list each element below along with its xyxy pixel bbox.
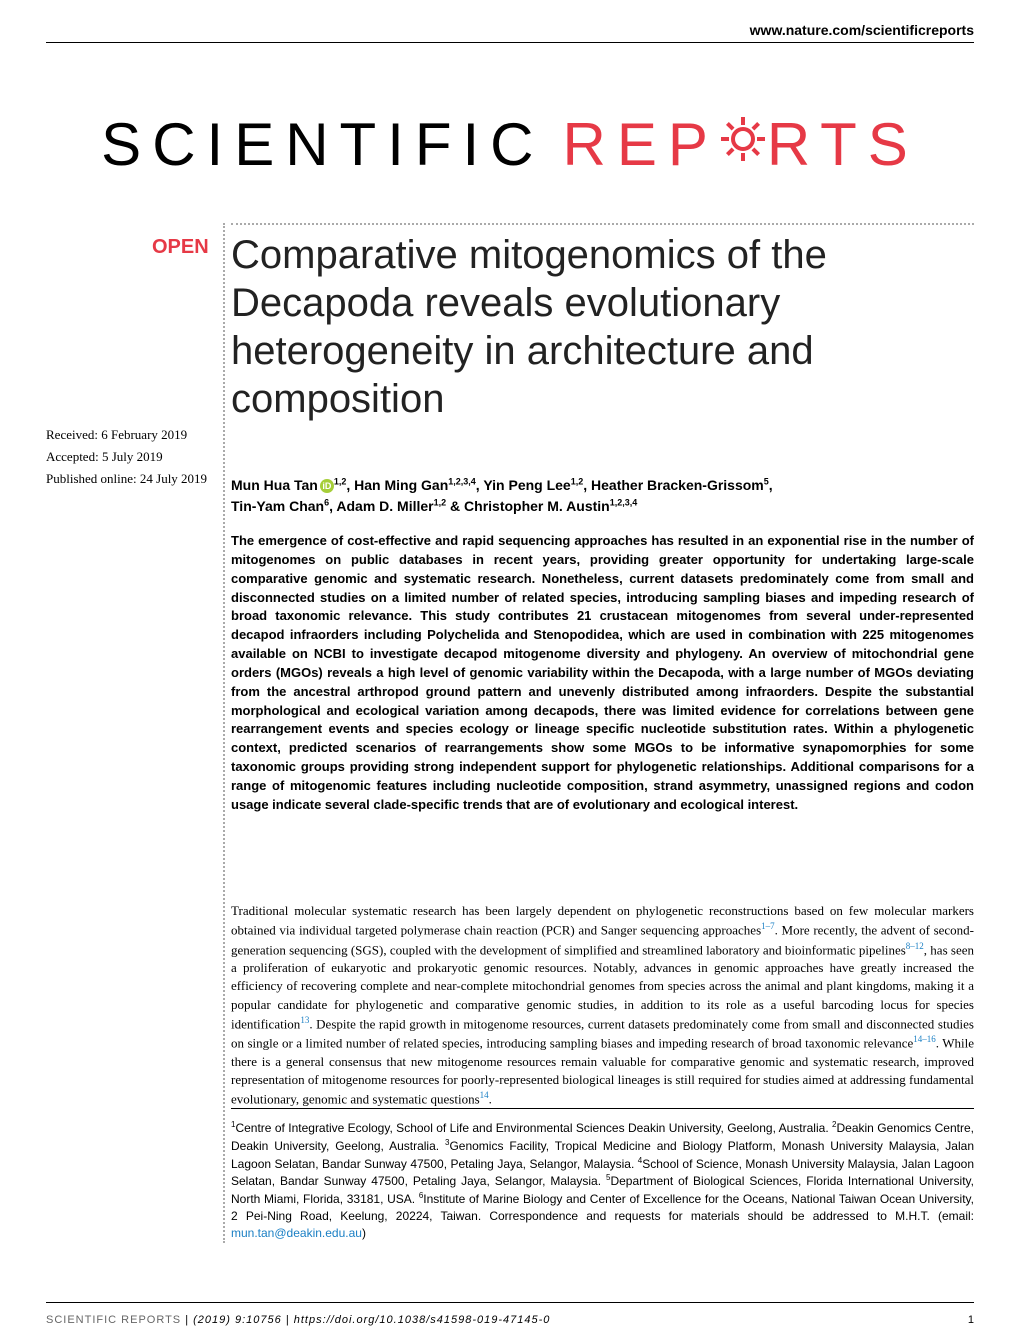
published-date: Published online: 24 July 2019 [46,468,221,490]
vertical-dotted-divider [223,223,225,1243]
footer-cite-text: (2019) 9:10756 | https://doi.org/10.1038… [193,1314,550,1326]
author-1: Mun Hua Tan [231,477,318,493]
journal-logo: SCIENTIFIC REP RTS [46,110,974,179]
abstract-text: The emergence of cost-effective and rapi… [231,532,974,815]
author-list: Mun Hua TaniD1,2, Han Ming Gan1,2,3,4, Y… [231,475,974,517]
affiliations-block: 1Centre of Integrative Ecology, School o… [231,1119,974,1242]
article-dates: Received: 6 February 2019 Accepted: 5 Ju… [46,424,221,490]
author-6-aff: 1,2 [434,497,447,507]
cite-14[interactable]: 14 [480,1090,489,1100]
footer-citation: SCIENTIFIC REPORTS | (2019) 9:10756 | ht… [46,1314,550,1326]
author-2: Han Ming Gan [354,477,448,493]
correspondence-end: ) [362,1226,366,1240]
author-4-aff: 5 [764,476,769,486]
author-7: Christopher M. Austin [464,498,610,514]
correspondence-email[interactable]: mun.tan@deakin.edu.au [231,1226,362,1240]
open-access-badge: OPEN [152,236,209,259]
body-paragraph-1: Traditional molecular systematic researc… [231,902,974,1109]
author-2-aff: 1,2,3,4 [448,476,476,486]
correspondence-text: Correspondence and requests for material… [489,1209,974,1223]
footer-divider [46,1302,974,1303]
logo-rep: REP [563,110,719,179]
author-5-aff: 6 [324,497,329,507]
affiliations-divider [231,1108,974,1109]
body-segment-6: . [489,1092,492,1107]
page-footer: SCIENTIFIC REPORTS | (2019) 9:10756 | ht… [46,1314,974,1326]
footer-brand: SCIENTIFIC REPORTS [46,1314,181,1326]
logo-word-reports: REP RTS [563,110,919,179]
horizontal-dotted-divider [231,223,974,225]
body-segment-4: . Despite the rapid growth in mitogenome… [231,1016,974,1051]
author-4: Heather Bracken-Grissom [591,477,764,493]
author-7-aff: 1,2,3,4 [610,497,638,507]
cite-1-7[interactable]: 1–7 [761,921,775,931]
orcid-icon[interactable]: iD [320,479,334,493]
author-3: Yin Peng Lee [483,477,570,493]
article-title: Comparative mitogenomics of the Decapoda… [231,231,974,423]
accepted-date: Accepted: 5 July 2019 [46,446,221,468]
author-1-aff: 1,2 [334,476,347,486]
cite-13[interactable]: 13 [300,1015,309,1025]
logo-word-scientific: SCIENTIFIC [101,110,544,179]
footer-page-number: 1 [968,1314,974,1326]
author-3-aff: 1,2 [571,476,584,486]
affiliation-1: Centre of Integrative Ecology, School of… [235,1121,828,1135]
cite-8-12[interactable]: 8–12 [906,941,924,951]
received-date: Received: 6 February 2019 [46,424,221,446]
header-url: www.nature.com/scientificreports [750,22,974,38]
gear-icon [717,110,769,179]
author-6: Adam D. Miller [336,498,433,514]
author-5: Tin-Yam Chan [231,498,324,514]
top-divider [46,42,974,43]
cite-14-16[interactable]: 14–16 [913,1034,936,1044]
footer-separator: | [181,1314,193,1326]
logo-rts: RTS [767,110,919,179]
